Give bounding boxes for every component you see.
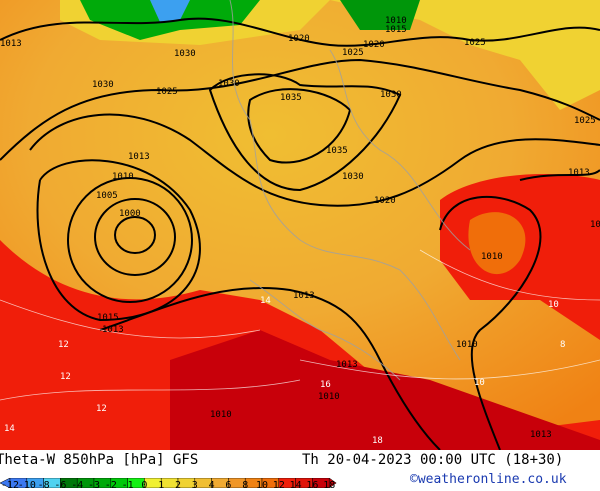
isobar-label: 1010 (112, 172, 134, 182)
isobar-label: 1025 (156, 87, 178, 97)
isobar-label: 1013 (128, 152, 150, 162)
orange-zone-east (468, 212, 526, 275)
isobar-label: 1035 (326, 146, 348, 156)
temp-label: 12 (58, 340, 69, 350)
scale-tick-label: 3 (191, 480, 198, 491)
isobar-label: 1010 (385, 16, 407, 26)
isobar-label: 1020 (363, 40, 385, 50)
scale-tick-label: -8 (37, 480, 50, 491)
map-title: Theta-W 850hPa [hPa] GFS (0, 452, 199, 468)
blue-zone (150, 0, 190, 22)
isobar-label: 1005 (96, 191, 118, 201)
temp-label: 18 (372, 436, 383, 446)
scale-arrow-high (328, 478, 337, 488)
isobar-label: 1020 (288, 34, 310, 44)
map-canvas (0, 0, 600, 450)
copyright-link[interactable]: ©weatheronline.co.uk (410, 472, 567, 487)
isobar-label: 1013 (336, 360, 358, 370)
isobar-label: 1025 (464, 38, 486, 48)
scale-tick-label: 10 (256, 480, 269, 491)
scale-tick-label: 18 (323, 480, 336, 491)
temp-label: 14 (260, 296, 271, 306)
isobar-label: 1013 (590, 220, 600, 230)
temp-label: 14 (4, 424, 15, 434)
isobar-label: 1013 (102, 325, 124, 335)
isobar-label: 1010 (456, 340, 478, 350)
isobar-label: 1010 (318, 392, 340, 402)
temp-label: 12 (60, 372, 71, 382)
isobar-label: 1010 (481, 252, 503, 262)
temp-label: 10 (474, 378, 485, 388)
temp-label: 8 (560, 340, 566, 350)
scale-tick-label: 2 (175, 480, 182, 491)
isotherms (0, 249, 600, 401)
temp-label: 10 (548, 300, 559, 310)
scale-tick-label: 1 (158, 480, 165, 491)
isobar-label: 1030 (92, 80, 114, 90)
isobar-label: 1015 (385, 25, 407, 35)
red-zone (0, 240, 600, 450)
warm-zone (330, 0, 600, 110)
isobar-label: 1010 (210, 410, 232, 420)
scale-tick-label: -10 (17, 480, 36, 491)
scale-tick-label: -1 (121, 480, 134, 491)
isobar-label: 1035 (280, 93, 302, 103)
dark-red-zone (170, 330, 600, 450)
scale-tick-label: 4 (208, 480, 215, 491)
isobar-label: 1013 (530, 430, 552, 440)
scale-tick-label: 12 (272, 480, 285, 491)
isobar-label: 1013 (568, 168, 590, 178)
isobar-label: 1030 (218, 79, 240, 89)
isobar-label: 1000 (119, 209, 141, 219)
scale-tick-label: 8 (242, 480, 249, 491)
isobar-label: 1030 (174, 49, 196, 59)
valid-time: Th 20-04-2023 00:00 UTC (18+30) (302, 452, 564, 468)
color-scale-bar (0, 478, 337, 488)
green-zone-2 (340, 0, 420, 30)
scale-tick-label: 6 (225, 480, 232, 491)
scale-tick-label: -3 (88, 480, 101, 491)
isobar-label: 1013 (0, 39, 22, 49)
isobar-label: 1030 (342, 172, 364, 182)
temp-label: 12 (96, 404, 107, 414)
scale-tick-label: -4 (71, 480, 84, 491)
footer: Theta-W 850hPa [hPa] GFS Th 20-04-2023 0… (0, 450, 600, 491)
scale-tick-label: -12 (1, 480, 20, 491)
weather-map: 1013 1030 1020 1025 1020 1025 1010 1015 … (0, 0, 600, 450)
scale-tick-label: 16 (306, 480, 319, 491)
isobar-label: 1030 (380, 90, 402, 100)
coastlines (229, 0, 471, 381)
scale-tick-label: 0 (141, 480, 148, 491)
temp-label: 16 (320, 380, 331, 390)
isobar-label: 1020 (374, 196, 396, 206)
scale-tick-label: 14 (289, 480, 302, 491)
isobar-label: 1025 (574, 116, 596, 126)
isobar-label: 1015 (97, 313, 119, 323)
isobar-label: 1013 (293, 291, 315, 301)
isobar-label: 1025 (342, 48, 364, 58)
scale-tick-label: -2 (104, 480, 117, 491)
scale-tick-label: -6 (54, 480, 67, 491)
